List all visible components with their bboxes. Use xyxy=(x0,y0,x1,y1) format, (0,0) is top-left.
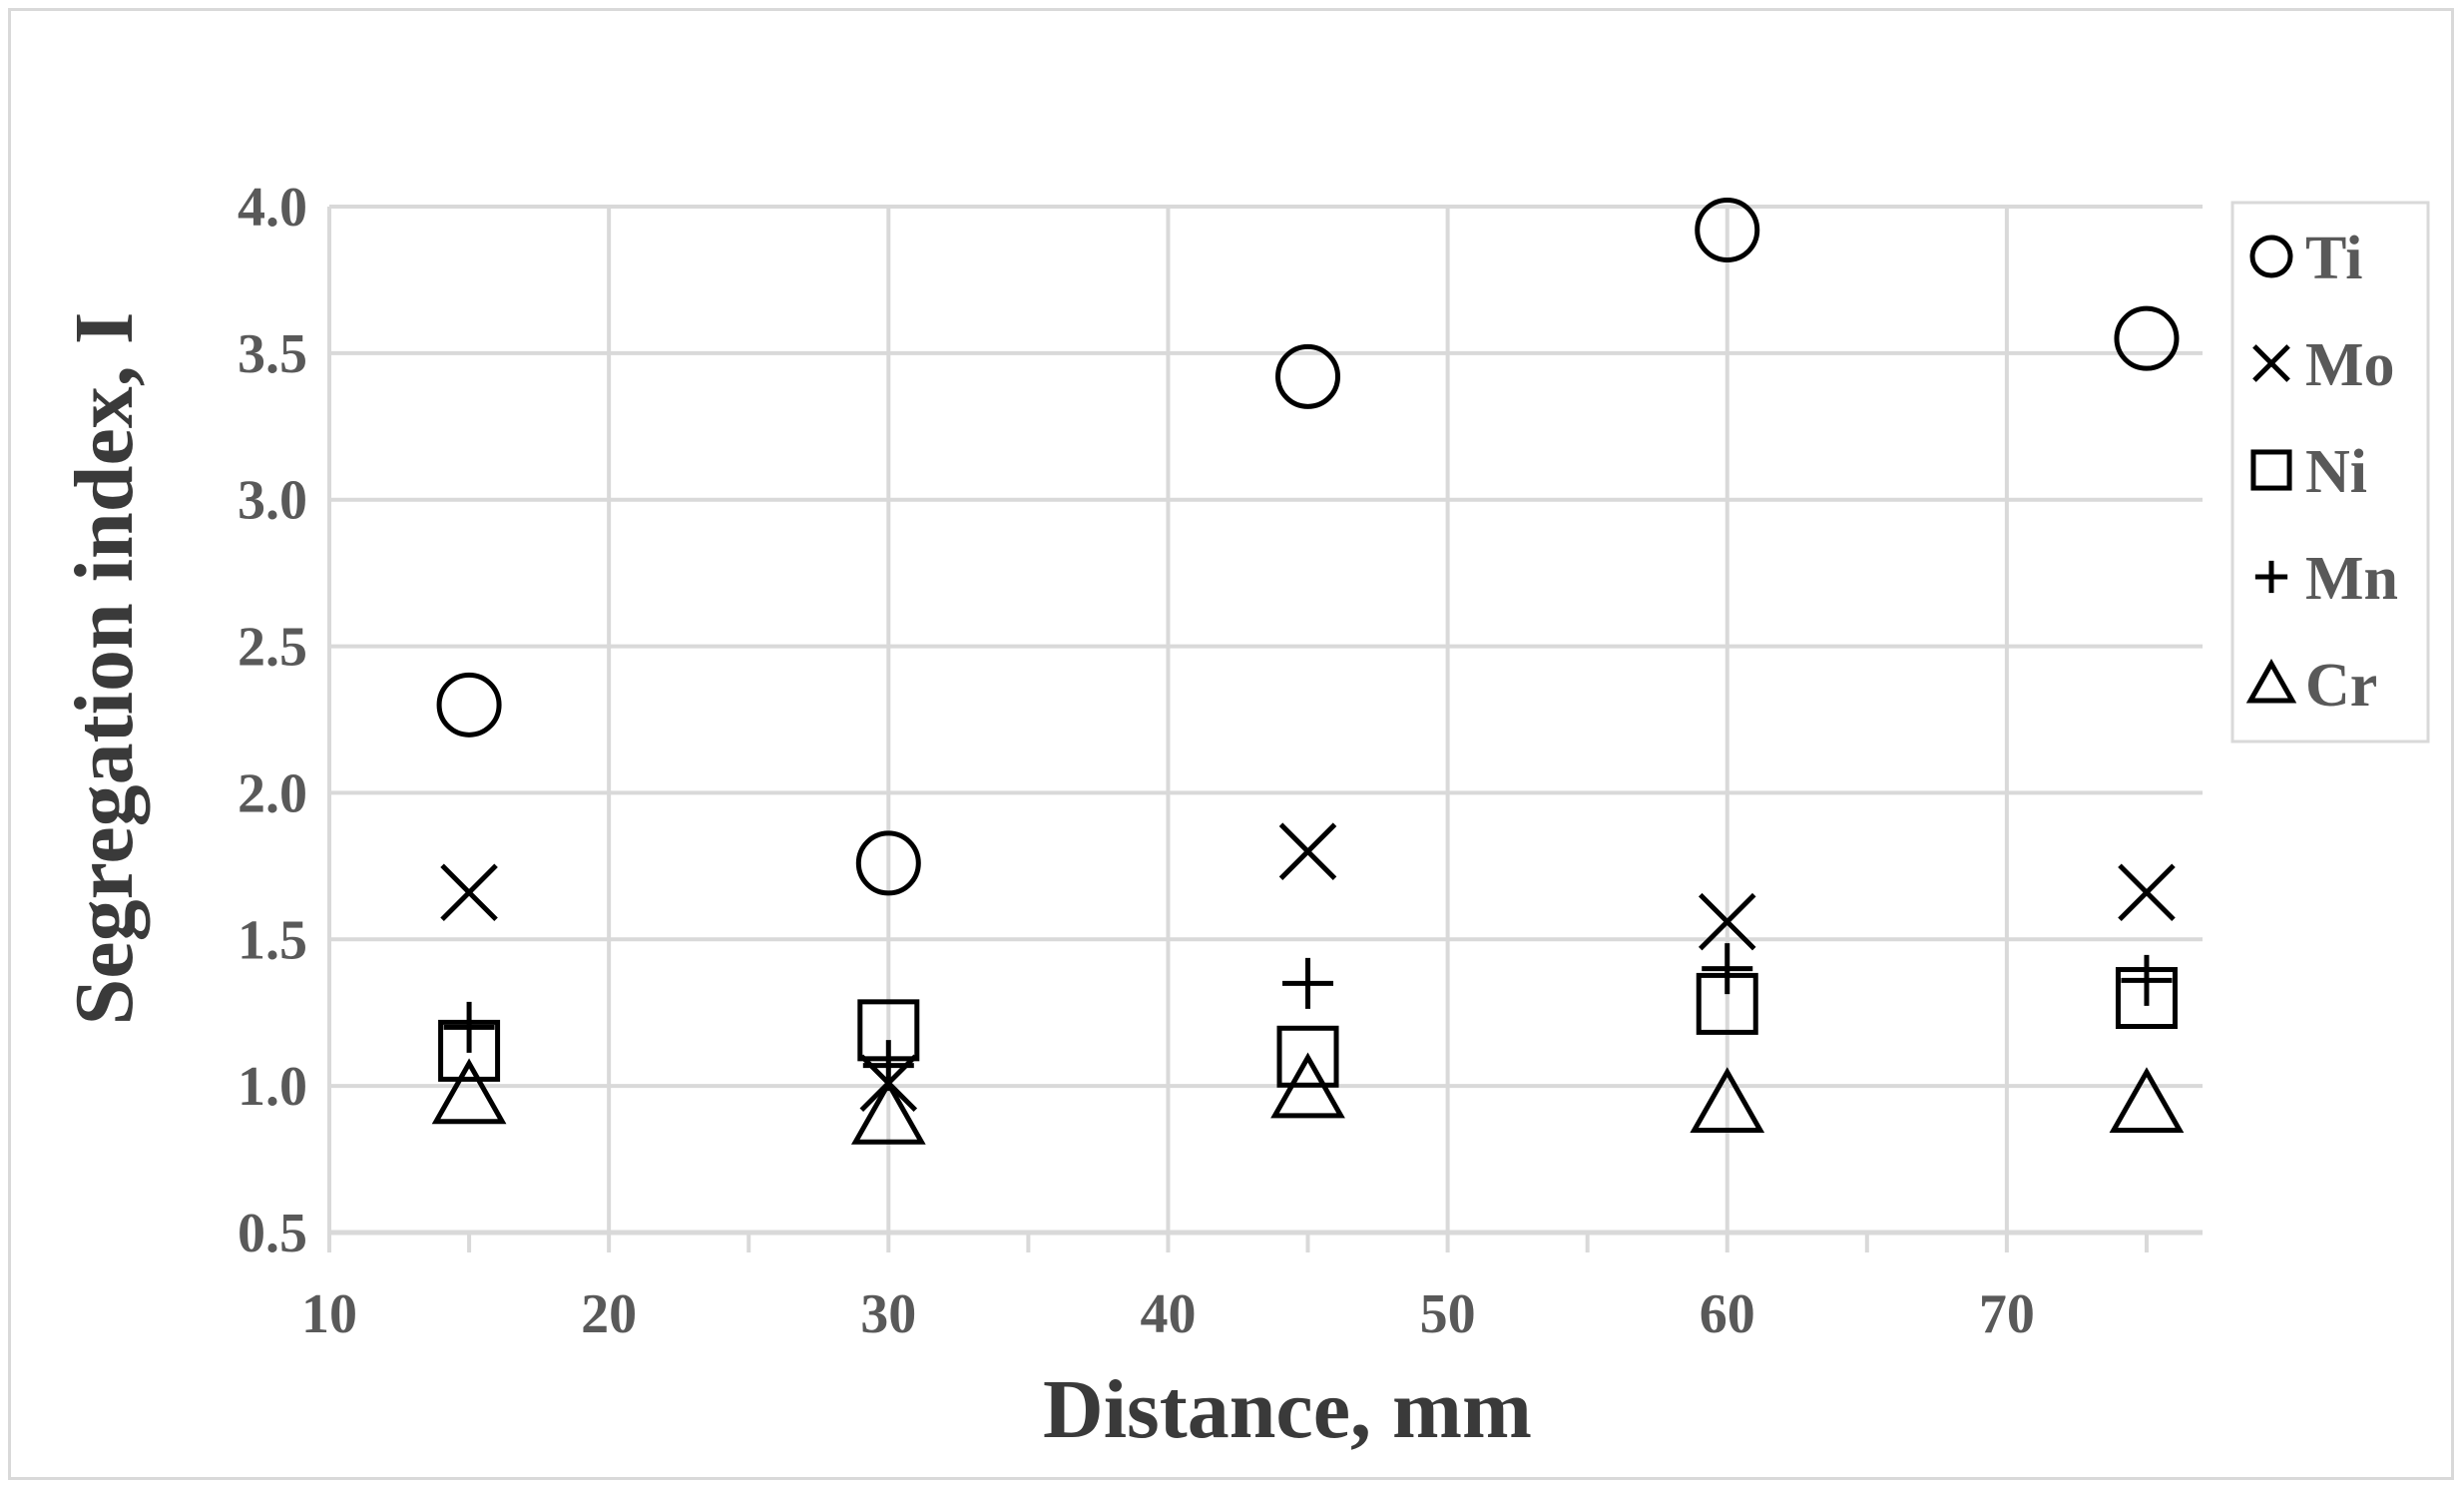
mn-point xyxy=(2121,954,2173,1006)
cr-point xyxy=(2109,1067,2185,1134)
cr-point xyxy=(1270,1052,1345,1119)
x-tick-label: 50 xyxy=(1420,1283,1476,1345)
ni-point xyxy=(1276,1025,1339,1088)
grid-layer xyxy=(327,205,2203,1233)
legend-label-mn: Mn xyxy=(2305,545,2398,613)
x-tick-label: 10 xyxy=(301,1283,357,1345)
cr-point xyxy=(431,1058,507,1125)
mn-point xyxy=(443,1001,495,1053)
axes-layer xyxy=(327,1230,2203,1252)
legend-items: Ti Mo Ni Mn Cr xyxy=(2245,225,2398,720)
legend-marker-mo xyxy=(2252,344,2290,382)
legend-marker-ni xyxy=(2250,449,2292,491)
ti-point xyxy=(1695,197,1760,262)
ti-point xyxy=(436,672,502,738)
mn-point xyxy=(1702,943,1753,995)
x-tick-label: 30 xyxy=(860,1283,916,1345)
legend: Ti Mo Ni Mn Cr xyxy=(2230,201,2430,744)
y-tick-label: 3.0 xyxy=(238,470,307,532)
legend-label-ti: Ti xyxy=(2305,225,2362,292)
ti-point xyxy=(855,830,921,896)
ti-point xyxy=(1275,343,1341,409)
tick-labels: 0.5 1.0 1.5 2.0 2.5 3.0 3.5 4.0 10 20 30 40 50 60 70 xyxy=(238,177,2035,1345)
mo-point xyxy=(1698,892,1756,951)
y-tick-label: 3.5 xyxy=(238,323,307,385)
x-axis-title: Distance, mm xyxy=(1043,1363,1532,1456)
mo-point xyxy=(1278,822,1337,880)
legend-label-cr: Cr xyxy=(2305,652,2377,720)
y-tick-label: 0.5 xyxy=(238,1203,307,1264)
y-axis-title: Segregation index, I xyxy=(58,312,151,1026)
x-tick-label: 40 xyxy=(1140,1283,1196,1345)
legend-marker-mn xyxy=(2254,560,2288,594)
y-tick-label: 1.0 xyxy=(238,1056,307,1118)
cr-point xyxy=(850,1078,926,1145)
legend-label-mo: Mo xyxy=(2305,331,2395,399)
mo-point xyxy=(440,863,498,922)
mo-point xyxy=(2118,863,2176,922)
mn-point xyxy=(1282,957,1334,1009)
y-tick-label: 2.5 xyxy=(238,617,307,679)
x-tick-label: 20 xyxy=(581,1283,637,1345)
cr-point xyxy=(1690,1067,1765,1134)
legend-label-ni: Ni xyxy=(2305,438,2367,506)
ti-point xyxy=(2114,305,2180,371)
y-tick-label: 1.5 xyxy=(238,909,307,971)
x-tick-label: 60 xyxy=(1700,1283,1755,1345)
marks-layer xyxy=(431,197,2185,1145)
legend-marker-cr xyxy=(2245,658,2297,704)
y-tick-label: 4.0 xyxy=(238,177,307,239)
legend-box xyxy=(2230,201,2430,744)
x-tick-label: 70 xyxy=(1979,1283,2035,1345)
legend-marker-ti xyxy=(2249,235,2293,278)
y-tick-label: 2.0 xyxy=(238,762,307,824)
